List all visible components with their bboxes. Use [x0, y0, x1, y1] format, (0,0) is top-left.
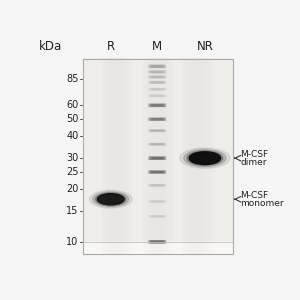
Text: NR: NR — [196, 40, 213, 53]
Ellipse shape — [89, 190, 132, 208]
FancyBboxPatch shape — [150, 76, 165, 78]
Bar — [83, 59, 233, 254]
Text: R: R — [107, 40, 115, 53]
FancyBboxPatch shape — [152, 76, 162, 78]
FancyBboxPatch shape — [151, 241, 164, 243]
FancyBboxPatch shape — [151, 157, 164, 160]
FancyBboxPatch shape — [148, 156, 166, 160]
Ellipse shape — [187, 151, 223, 166]
FancyBboxPatch shape — [151, 71, 164, 73]
FancyBboxPatch shape — [148, 81, 166, 84]
FancyBboxPatch shape — [151, 88, 164, 90]
Text: 25: 25 — [66, 167, 79, 177]
Ellipse shape — [180, 148, 230, 168]
FancyBboxPatch shape — [148, 215, 166, 218]
FancyBboxPatch shape — [151, 143, 164, 145]
FancyBboxPatch shape — [152, 95, 162, 97]
FancyBboxPatch shape — [152, 157, 162, 159]
Text: 10: 10 — [66, 237, 79, 247]
FancyBboxPatch shape — [152, 88, 162, 90]
FancyBboxPatch shape — [148, 170, 166, 174]
Text: kDa: kDa — [39, 40, 62, 53]
FancyBboxPatch shape — [148, 94, 166, 97]
FancyBboxPatch shape — [148, 64, 166, 68]
FancyBboxPatch shape — [150, 94, 165, 97]
FancyBboxPatch shape — [152, 241, 162, 243]
FancyBboxPatch shape — [151, 81, 164, 84]
FancyBboxPatch shape — [150, 240, 165, 244]
Ellipse shape — [184, 150, 226, 167]
FancyBboxPatch shape — [150, 65, 165, 68]
FancyBboxPatch shape — [151, 104, 164, 107]
Text: 15: 15 — [66, 206, 79, 216]
Text: 85: 85 — [66, 74, 79, 84]
Text: M-CSF: M-CSF — [241, 150, 268, 159]
FancyBboxPatch shape — [152, 65, 162, 68]
FancyBboxPatch shape — [151, 200, 164, 202]
FancyBboxPatch shape — [148, 240, 166, 244]
Ellipse shape — [98, 194, 124, 205]
FancyBboxPatch shape — [151, 118, 164, 121]
FancyBboxPatch shape — [151, 184, 164, 186]
FancyBboxPatch shape — [152, 130, 162, 132]
Text: 20: 20 — [66, 184, 79, 194]
Text: 30: 30 — [66, 153, 79, 163]
FancyBboxPatch shape — [150, 88, 165, 91]
FancyBboxPatch shape — [150, 70, 165, 73]
FancyBboxPatch shape — [148, 75, 166, 79]
FancyBboxPatch shape — [152, 184, 162, 186]
FancyBboxPatch shape — [150, 200, 165, 202]
FancyBboxPatch shape — [152, 215, 162, 217]
Text: M: M — [152, 40, 162, 53]
Ellipse shape — [95, 193, 126, 206]
FancyBboxPatch shape — [148, 129, 166, 132]
Text: 60: 60 — [66, 100, 79, 110]
FancyBboxPatch shape — [148, 200, 166, 203]
FancyBboxPatch shape — [152, 82, 162, 83]
FancyBboxPatch shape — [152, 71, 162, 73]
FancyBboxPatch shape — [150, 170, 165, 174]
FancyBboxPatch shape — [151, 171, 164, 173]
FancyBboxPatch shape — [150, 184, 165, 187]
FancyBboxPatch shape — [150, 157, 165, 160]
FancyBboxPatch shape — [152, 104, 162, 106]
FancyBboxPatch shape — [150, 104, 165, 107]
FancyBboxPatch shape — [152, 171, 162, 173]
FancyBboxPatch shape — [148, 143, 166, 145]
FancyBboxPatch shape — [150, 130, 165, 132]
FancyBboxPatch shape — [151, 130, 164, 132]
FancyBboxPatch shape — [152, 201, 162, 202]
Text: 40: 40 — [66, 131, 79, 141]
FancyBboxPatch shape — [148, 88, 166, 91]
FancyBboxPatch shape — [148, 184, 166, 187]
FancyBboxPatch shape — [148, 103, 166, 107]
Text: monomer: monomer — [241, 199, 284, 208]
FancyBboxPatch shape — [148, 70, 166, 74]
FancyBboxPatch shape — [151, 65, 164, 68]
Ellipse shape — [189, 152, 220, 164]
FancyBboxPatch shape — [148, 118, 166, 121]
FancyBboxPatch shape — [150, 81, 165, 84]
FancyBboxPatch shape — [150, 118, 165, 121]
FancyBboxPatch shape — [150, 143, 165, 146]
Ellipse shape — [93, 192, 129, 207]
FancyBboxPatch shape — [151, 95, 164, 97]
FancyBboxPatch shape — [151, 76, 164, 78]
Text: M-CSF: M-CSF — [241, 191, 268, 200]
FancyBboxPatch shape — [150, 215, 165, 218]
FancyBboxPatch shape — [152, 118, 162, 120]
FancyBboxPatch shape — [152, 143, 162, 145]
FancyBboxPatch shape — [151, 215, 164, 217]
Text: 50: 50 — [66, 114, 79, 124]
Text: dimer: dimer — [241, 158, 267, 167]
